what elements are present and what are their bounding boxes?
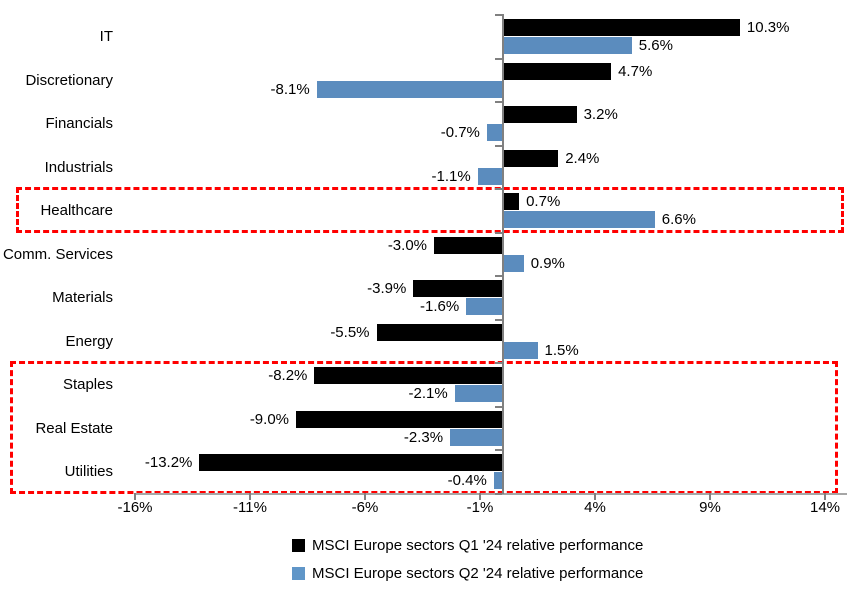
value-label-q2-discretionary: -8.1%	[270, 80, 310, 98]
y-axis-zero-line	[502, 14, 504, 494]
category-boundary-tick	[495, 144, 502, 147]
bar-q2-utilities	[493, 472, 503, 489]
value-label-q2-utilities: -0.4%	[447, 472, 487, 489]
x-axis-tick	[364, 493, 366, 500]
category-label-discretionary: Discretionary	[25, 71, 113, 89]
value-label-q1-financials: 3.2%	[583, 106, 618, 123]
bar-q1-discretionary	[503, 62, 612, 80]
x-axis-line	[135, 493, 847, 495]
highlight-box-staples	[10, 361, 838, 494]
value-label-q1-materials: -3.9%	[367, 280, 407, 297]
legend: MSCI Europe sectors Q1 '24 relative perf…	[292, 536, 643, 583]
category-boundary-tick	[495, 449, 502, 451]
legend-item-q1: MSCI Europe sectors Q1 '24 relative perf…	[292, 536, 643, 555]
bar-q1-utilities	[199, 454, 503, 471]
category-label-staples: Staples	[62, 376, 113, 394]
category-boundary-tick	[495, 492, 502, 495]
x-axis-tick-label: -11%	[233, 499, 267, 516]
bar-q2-healthcare	[503, 211, 655, 228]
x-axis-tick-label: -16%	[117, 499, 153, 516]
category-boundary-tick	[495, 275, 502, 277]
category-label-it: IT	[99, 28, 113, 46]
category-label-industrials: Industrials	[44, 158, 113, 176]
x-axis-tick	[824, 493, 826, 500]
value-label-q1-energy: -5.5%	[330, 323, 370, 341]
bar-q2-discretionary	[316, 80, 503, 98]
bar-q1-real-estate	[296, 410, 503, 428]
bar-q2-comm-services	[503, 254, 524, 272]
x-axis-tick	[594, 493, 596, 500]
category-boundary-tick	[495, 14, 502, 16]
category-label-utilities: Utilities	[64, 463, 113, 481]
x-axis-tick-label: 4%	[584, 499, 606, 516]
x-axis-tick	[709, 493, 711, 500]
category-label-materials: Materials	[52, 289, 113, 307]
value-label-q1-industrials: 2.4%	[565, 149, 600, 167]
value-label-q1-utilities: -13.2%	[144, 454, 193, 471]
category-boundary-tick	[495, 318, 502, 321]
x-axis-tick	[479, 493, 481, 500]
category-label-energy: Energy	[65, 332, 113, 350]
value-label-q1-it: 10.3%	[746, 19, 790, 36]
bar-q1-staples	[314, 367, 503, 384]
value-label-q1-discretionary: 4.7%	[618, 62, 653, 80]
bar-q1-healthcare	[503, 193, 520, 210]
value-label-q2-financials: -0.7%	[440, 124, 480, 141]
x-axis-tick-label: 9%	[699, 499, 721, 516]
legend-label-q2: MSCI Europe sectors Q2 '24 relative perf…	[312, 565, 644, 582]
bar-q1-industrials	[503, 149, 559, 167]
category-label-financials: Financials	[45, 115, 113, 133]
bar-q1-it	[503, 19, 740, 36]
bar-q1-materials	[413, 280, 503, 297]
value-label-q1-comm-services: -3.0%	[387, 236, 427, 254]
value-label-q2-it: 5.6%	[638, 37, 673, 54]
x-axis-tick-label: -1%	[466, 499, 494, 516]
value-label-q1-healthcare: 0.7%	[526, 193, 561, 210]
bar-q1-energy	[376, 323, 503, 341]
category-boundary-tick	[495, 101, 502, 103]
bar-q2-energy	[503, 341, 538, 359]
legend-marker-q2-icon	[292, 567, 305, 580]
category-boundary-tick	[495, 188, 502, 190]
value-label-q2-energy: 1.5%	[544, 341, 579, 359]
category-label-comm-services: Comm. Services	[2, 245, 113, 263]
bar-q2-it	[503, 37, 632, 54]
x-axis-tick	[134, 493, 136, 500]
value-label-q2-comm-services: 0.9%	[530, 254, 565, 272]
bar-q2-materials	[466, 298, 503, 315]
bar-q1-comm-services	[434, 236, 503, 254]
legend-item-q2: MSCI Europe sectors Q2 '24 relative perf…	[292, 564, 643, 583]
value-label-q2-real-estate: -2.3%	[403, 428, 444, 446]
value-label-q1-real-estate: -9.0%	[249, 410, 289, 428]
x-axis-tick-label: -6%	[351, 499, 379, 516]
x-axis-tick	[249, 493, 251, 500]
bar-q2-staples	[454, 385, 503, 402]
bar-q1-financials	[503, 106, 577, 123]
category-boundary-tick	[495, 231, 502, 234]
category-label-healthcare: Healthcare	[40, 202, 113, 220]
category-boundary-tick	[495, 405, 502, 408]
category-label-real-estate: Real Estate	[35, 419, 113, 437]
category-boundary-tick	[495, 57, 502, 60]
bar-q2-industrials	[477, 167, 503, 185]
highlight-box-healthcare	[16, 187, 844, 233]
x-axis-tick-label: 14%	[809, 499, 841, 516]
value-label-q1-staples: -8.2%	[268, 367, 308, 384]
value-label-q2-healthcare: 6.6%	[661, 211, 696, 228]
value-label-q2-materials: -1.6%	[420, 298, 460, 315]
category-boundary-tick	[495, 362, 502, 364]
legend-marker-q1-icon	[292, 539, 305, 552]
bar-q2-financials	[486, 124, 503, 141]
bar-q2-real-estate	[450, 428, 503, 446]
value-label-q2-industrials: -1.1%	[431, 167, 471, 185]
legend-label-q1: MSCI Europe sectors Q1 '24 relative perf…	[312, 537, 644, 554]
value-label-q2-staples: -2.1%	[408, 385, 448, 402]
